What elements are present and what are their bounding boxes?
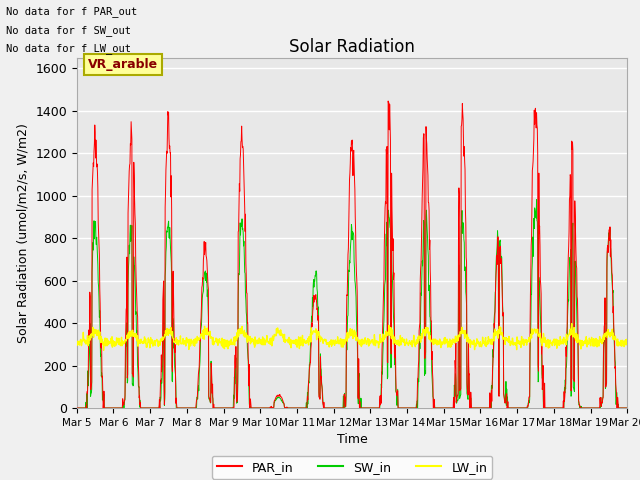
PAR_in bbox=[438, 405, 445, 411]
PAR_in bbox=[623, 405, 631, 411]
Y-axis label: Solar Radiation (umol/m2/s, W/m2): Solar Radiation (umol/m2/s, W/m2) bbox=[17, 123, 29, 343]
SW_in bbox=[257, 405, 264, 411]
Title: Solar Radiation: Solar Radiation bbox=[289, 38, 415, 56]
SW_in bbox=[182, 405, 189, 411]
SW_in bbox=[532, 197, 540, 203]
LW_in bbox=[73, 339, 81, 345]
LW_in bbox=[257, 340, 265, 346]
Line: PAR_in: PAR_in bbox=[77, 101, 627, 408]
Line: SW_in: SW_in bbox=[77, 200, 627, 408]
Legend: PAR_in, SW_in, LW_in: PAR_in, SW_in, LW_in bbox=[212, 456, 492, 479]
Text: VR_arable: VR_arable bbox=[88, 58, 158, 71]
Text: No data for f PAR_out: No data for f PAR_out bbox=[6, 6, 138, 17]
PAR_in bbox=[182, 405, 189, 411]
SW_in bbox=[438, 405, 445, 411]
SW_in bbox=[623, 405, 631, 411]
SW_in bbox=[73, 405, 81, 411]
LW_in bbox=[558, 340, 566, 346]
Text: No data for f LW_out: No data for f LW_out bbox=[6, 43, 131, 54]
SW_in bbox=[195, 371, 203, 377]
LW_in bbox=[100, 348, 108, 353]
Line: LW_in: LW_in bbox=[77, 324, 627, 350]
PAR_in bbox=[510, 405, 518, 411]
LW_in bbox=[182, 336, 190, 341]
X-axis label: Time: Time bbox=[337, 433, 367, 446]
SW_in bbox=[558, 405, 566, 411]
LW_in bbox=[196, 336, 204, 342]
PAR_in bbox=[257, 405, 264, 411]
LW_in bbox=[510, 339, 518, 345]
PAR_in bbox=[384, 98, 392, 104]
LW_in bbox=[623, 340, 631, 346]
PAR_in bbox=[195, 364, 203, 370]
PAR_in bbox=[558, 405, 566, 411]
LW_in bbox=[568, 321, 575, 326]
Text: No data for f SW_out: No data for f SW_out bbox=[6, 24, 131, 36]
PAR_in bbox=[73, 405, 81, 411]
LW_in bbox=[438, 339, 445, 345]
SW_in bbox=[509, 405, 517, 411]
